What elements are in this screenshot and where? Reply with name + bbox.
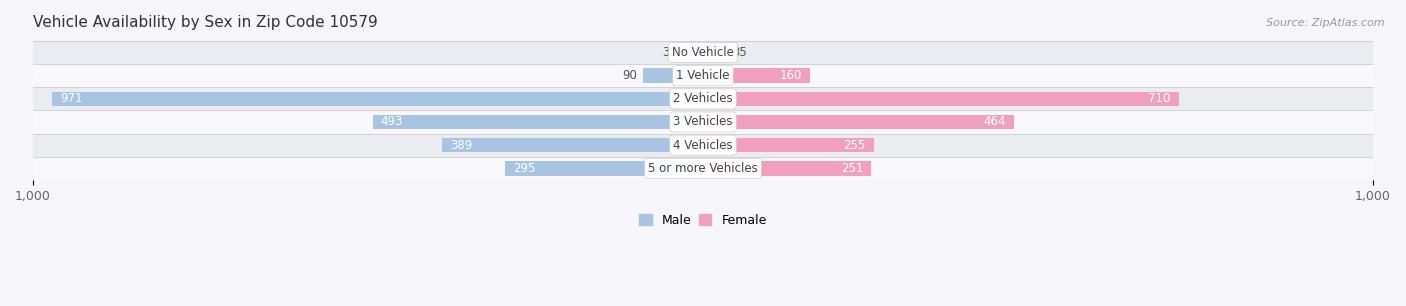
- Text: 971: 971: [60, 92, 83, 105]
- Text: 160: 160: [780, 69, 803, 82]
- Text: 4 Vehicles: 4 Vehicles: [673, 139, 733, 152]
- Text: No Vehicle: No Vehicle: [672, 46, 734, 59]
- Text: 31: 31: [662, 46, 676, 59]
- Bar: [32, 157, 1374, 180]
- Text: Vehicle Availability by Sex in Zip Code 10579: Vehicle Availability by Sex in Zip Code …: [32, 15, 378, 30]
- Bar: [703, 91, 1178, 106]
- Bar: [32, 110, 1374, 134]
- Legend: Male, Female: Male, Female: [634, 209, 772, 232]
- Bar: [373, 115, 703, 129]
- Bar: [32, 87, 1374, 110]
- Bar: [682, 45, 703, 60]
- Text: 35: 35: [731, 46, 747, 59]
- Bar: [505, 161, 703, 176]
- Text: 251: 251: [841, 162, 863, 175]
- Bar: [52, 91, 703, 106]
- Text: 493: 493: [381, 115, 404, 129]
- Bar: [703, 45, 727, 60]
- Text: 295: 295: [513, 162, 536, 175]
- Text: 90: 90: [623, 69, 637, 82]
- Text: Source: ZipAtlas.com: Source: ZipAtlas.com: [1267, 18, 1385, 28]
- Text: 2 Vehicles: 2 Vehicles: [673, 92, 733, 105]
- Bar: [703, 115, 1014, 129]
- Text: 1 Vehicle: 1 Vehicle: [676, 69, 730, 82]
- Bar: [32, 134, 1374, 157]
- Bar: [703, 161, 872, 176]
- Text: 255: 255: [844, 139, 866, 152]
- Text: 464: 464: [983, 115, 1005, 129]
- Bar: [443, 138, 703, 152]
- Bar: [32, 64, 1374, 87]
- Bar: [703, 69, 810, 83]
- Bar: [703, 138, 875, 152]
- Text: 5 or more Vehicles: 5 or more Vehicles: [648, 162, 758, 175]
- Text: 389: 389: [450, 139, 472, 152]
- Text: 710: 710: [1149, 92, 1171, 105]
- Bar: [32, 41, 1374, 64]
- Text: 3 Vehicles: 3 Vehicles: [673, 115, 733, 129]
- Bar: [643, 69, 703, 83]
